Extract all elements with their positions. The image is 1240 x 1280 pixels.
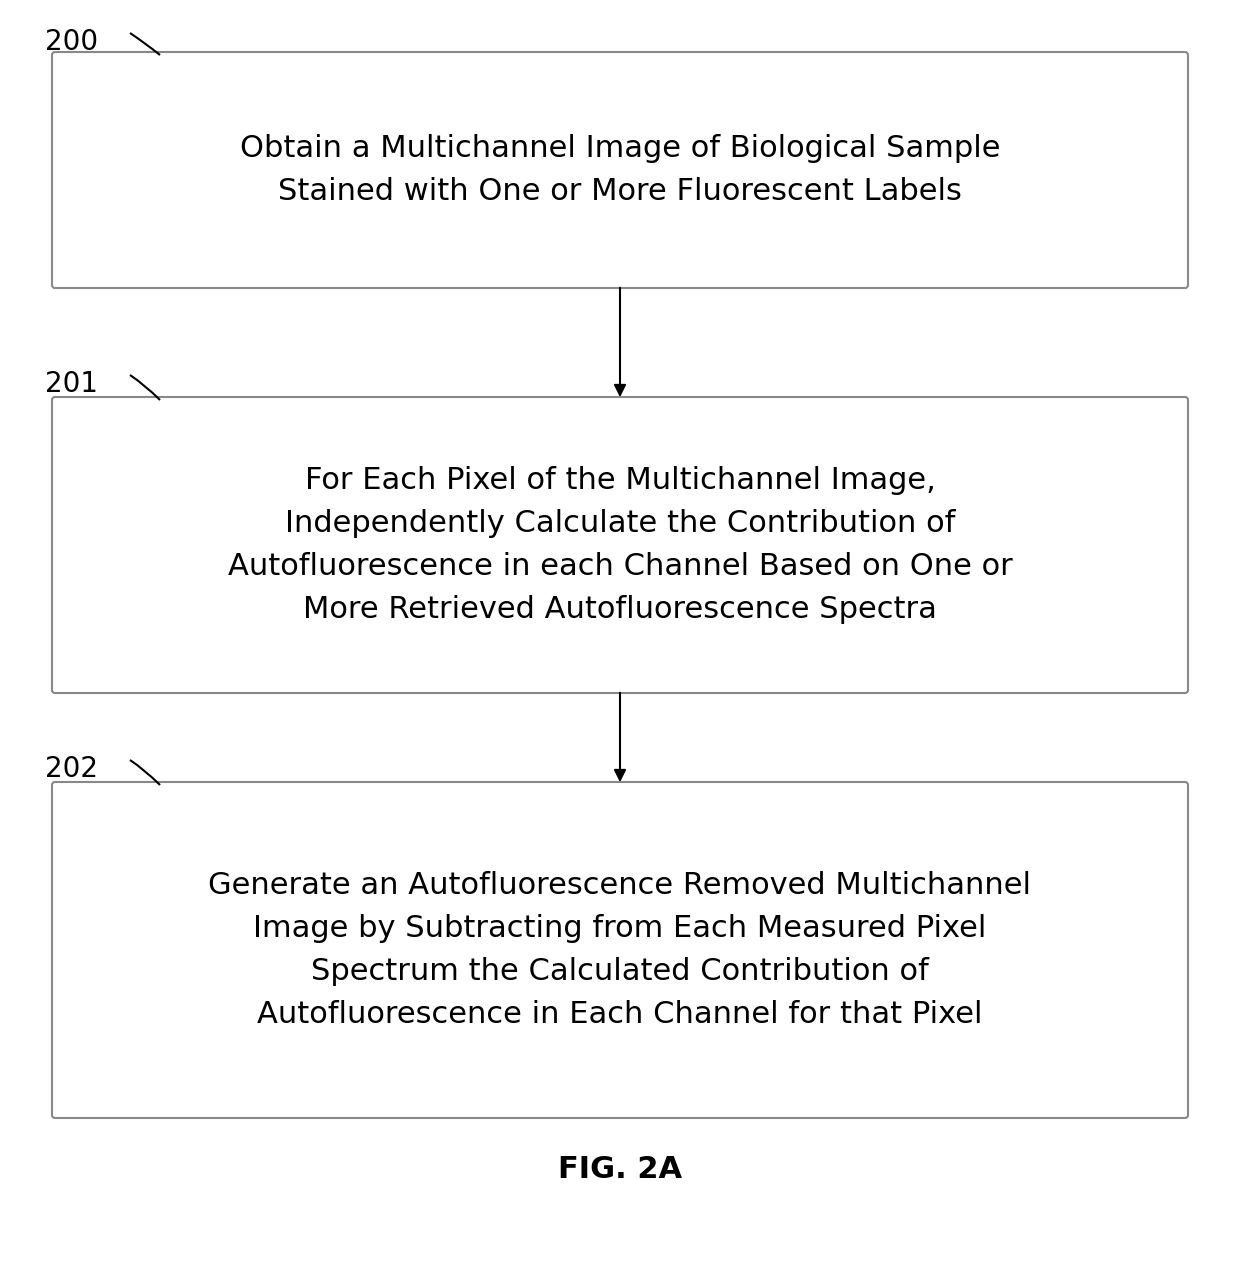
Text: Obtain a Multichannel Image of Biological Sample
Stained with One or More Fluore: Obtain a Multichannel Image of Biologica…: [239, 134, 1001, 206]
Text: FIG. 2A: FIG. 2A: [558, 1156, 682, 1184]
Text: Generate an Autofluorescence Removed Multichannel
Image by Subtracting from Each: Generate an Autofluorescence Removed Mul…: [208, 872, 1032, 1029]
Text: 202: 202: [45, 755, 98, 783]
Text: 201: 201: [45, 370, 98, 398]
Text: 200: 200: [45, 28, 98, 56]
FancyBboxPatch shape: [52, 52, 1188, 288]
Text: For Each Pixel of the Multichannel Image,
Independently Calculate the Contributi: For Each Pixel of the Multichannel Image…: [228, 466, 1012, 623]
FancyBboxPatch shape: [52, 782, 1188, 1117]
FancyBboxPatch shape: [52, 397, 1188, 692]
